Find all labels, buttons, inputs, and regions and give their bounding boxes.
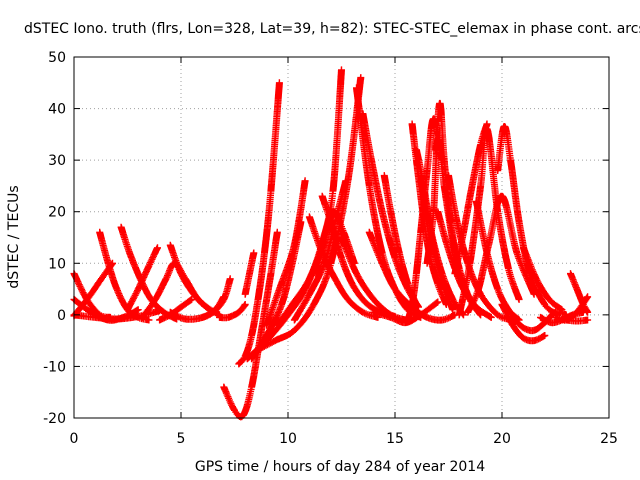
series-marker-plus (519, 244, 566, 314)
series-marker-plus (455, 125, 523, 319)
series-marker-plus (464, 192, 538, 316)
series-arc-15 (235, 79, 283, 368)
y-tick-label: 50 (48, 50, 66, 66)
x-tick-label: 5 (177, 431, 186, 447)
series-marker-plus (139, 259, 217, 321)
series-arc-42 (464, 192, 538, 316)
series-arc-47 (519, 244, 566, 314)
series-marker-plus (124, 244, 161, 314)
series-marker-plus (235, 79, 283, 368)
x-axis-label: GPS time / hours of day 284 of year 2014 (195, 459, 485, 475)
series-marker-plus (263, 177, 309, 329)
series-arc-16 (241, 249, 258, 298)
series-arc-30 (370, 298, 442, 327)
plot-area (70, 66, 592, 421)
chart-title: dSTEC Iono. truth (flrs, Lon=328, Lat=39… (24, 21, 640, 37)
series-arc-23 (305, 213, 382, 321)
y-tick-label: 0 (57, 308, 66, 324)
y-axis-ticks: -20 -10 0 10 20 30 40 50 (43, 50, 609, 427)
plot-frame (73, 56, 610, 419)
series-marker-plus (472, 197, 523, 324)
series-arc-12 (198, 275, 234, 321)
series-marker-plus (370, 298, 442, 327)
x-tick-label: 10 (279, 431, 297, 447)
x-axis-ticks: 0 5 10 15 20 25 (70, 57, 618, 447)
series-arc-29 (365, 228, 459, 324)
series-arc-07 (124, 244, 161, 314)
y-tick-label: 10 (48, 256, 66, 272)
series-arc-43 (472, 197, 523, 324)
x-tick-label: 20 (493, 431, 511, 447)
series-arc-13 (216, 301, 249, 322)
series-arc-41 (455, 125, 523, 319)
y-tick-label: 20 (48, 205, 66, 221)
axes (73, 56, 610, 419)
y-tick-label: 40 (48, 102, 66, 118)
x-tick-label: 0 (70, 431, 79, 447)
series-arc-44 (494, 123, 562, 319)
y-tick-label: -10 (43, 359, 66, 375)
series-marker-plus (498, 301, 549, 345)
x-tick-label: 25 (600, 431, 618, 447)
series-arc-09 (139, 259, 217, 321)
series-marker-plus (305, 213, 382, 321)
series-marker-plus (216, 301, 249, 322)
series-arc-20 (263, 177, 309, 329)
series-marker-plus (198, 275, 234, 321)
series-marker-plus (241, 249, 258, 298)
y-tick-label: -20 (43, 411, 66, 427)
series-arc-45 (498, 301, 549, 345)
series-arc-51 (562, 316, 592, 325)
series-marker-plus (365, 228, 459, 324)
series-marker-plus (494, 123, 562, 319)
x-tick-label: 15 (386, 431, 404, 447)
y-axis-label: dSTEC / TECUs (6, 185, 22, 288)
y-tick-label: 30 (48, 153, 66, 169)
series-marker-plus (562, 316, 592, 325)
